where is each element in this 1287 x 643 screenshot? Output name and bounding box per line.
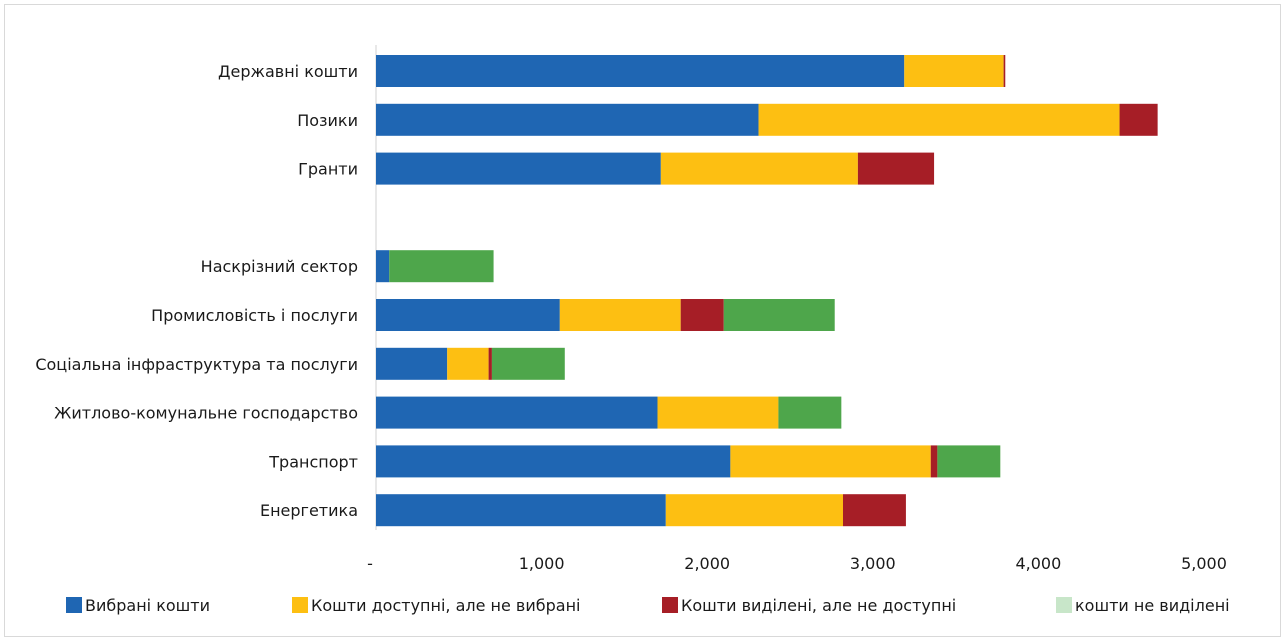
x-tick-label: 5,000 [1181, 554, 1227, 573]
bar-segment-2 [660, 152, 858, 185]
x-tick-label: 3,000 [850, 554, 896, 573]
bar-segment-3 [1003, 55, 1006, 87]
bar-segment-4 [723, 299, 835, 331]
x-tick-label: 4,000 [1015, 554, 1061, 573]
bar-segment-4 [937, 445, 1001, 478]
bar-segment-4 [389, 250, 494, 283]
bar-segment-3 [842, 494, 906, 527]
category-label: Соціальна інфраструктура та послуги [35, 355, 358, 374]
x-tick-label: 2,000 [684, 554, 730, 573]
category-label: Позики [297, 111, 358, 130]
category-label: Гранти [298, 160, 358, 179]
bar-segment-2 [904, 55, 1004, 87]
legend-swatch [292, 597, 308, 613]
bar-segment-4 [491, 347, 565, 380]
bar-segment-1 [376, 103, 759, 136]
legend-label: Кошти виділені, але не доступні [681, 596, 956, 615]
x-tick-label: - [367, 554, 373, 573]
legend-label: Вибрані кошти [85, 596, 210, 615]
bar-segment-1 [376, 347, 448, 380]
bar-segment-1 [376, 55, 905, 87]
category-label: Державні кошти [218, 62, 358, 81]
bar-segment-4 [778, 396, 842, 429]
x-tick-label: 1,000 [519, 554, 565, 573]
bar-segment-3 [488, 347, 492, 380]
legend-swatch [66, 597, 82, 613]
category-label: Транспорт [268, 452, 358, 471]
bar-segment-1 [376, 152, 661, 185]
bar-segment-2 [447, 347, 489, 380]
bar-segment-1 [376, 250, 390, 283]
category-label: Житлово-комунальне господарство [54, 404, 358, 423]
bar-segment-1 [376, 445, 731, 478]
bar-segment-2 [665, 494, 843, 527]
bar-segment-2 [758, 103, 1120, 136]
category-label: Енергетика [260, 501, 358, 520]
category-label: Промисловість і послуги [151, 306, 358, 325]
legend-label: кошти не виділені [1075, 596, 1230, 615]
bar-segment-1 [376, 299, 560, 331]
bar-segment-3 [857, 152, 935, 185]
bar-segment-3 [680, 299, 724, 331]
bar-segment-2 [730, 445, 931, 478]
bar-segment-3 [1119, 103, 1158, 136]
bar-segment-1 [376, 396, 658, 429]
bar-segment-3 [930, 445, 938, 478]
bar-segment-2 [559, 299, 681, 331]
legend-label: Кошти доступні, але не вибрані [311, 596, 580, 615]
bar-segment-2 [657, 396, 779, 429]
bar-segment-1 [376, 494, 666, 527]
legend-swatch [662, 597, 678, 613]
category-label: Наскрізний сектор [201, 257, 358, 276]
legend-swatch [1056, 597, 1072, 613]
